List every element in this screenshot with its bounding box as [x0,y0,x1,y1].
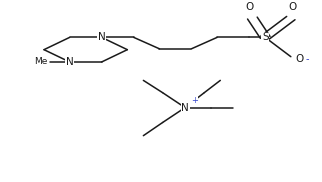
Text: -: - [305,54,309,64]
Text: O: O [288,2,297,12]
Text: N: N [66,57,73,67]
Text: Me: Me [34,58,48,66]
Text: N: N [98,32,106,42]
Text: O: O [245,2,253,12]
Text: S: S [262,32,269,42]
Text: N: N [181,103,189,113]
Text: +: + [191,96,198,105]
Text: O: O [296,54,304,64]
